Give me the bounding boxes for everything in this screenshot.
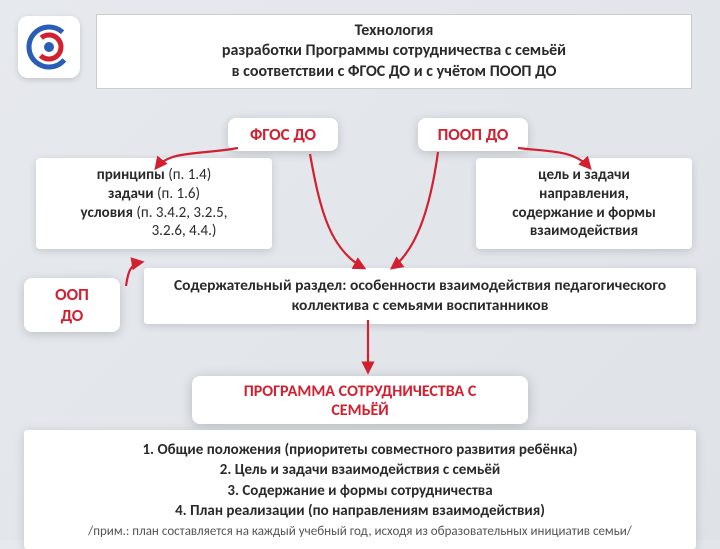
pill-oop: ООП ДО bbox=[24, 278, 120, 332]
card-line: направления, bbox=[488, 185, 680, 204]
logo-tile bbox=[18, 16, 80, 78]
program-line: ПРОГРАММА СОТРУДНИЧЕСТВА С bbox=[214, 382, 506, 401]
arrow-fgos-to-mid bbox=[310, 154, 364, 268]
right-card: цель и задачи направления, содержание и … bbox=[476, 158, 692, 249]
bottom-box: 1. Общие положения (приоритеты совместно… bbox=[24, 430, 696, 549]
title-line: Технология bbox=[107, 21, 681, 41]
bottom-line: 4. План реализации (по направлениям взаи… bbox=[38, 501, 682, 521]
card-line: принципы (п. 1.4) bbox=[48, 166, 260, 185]
arrow-oop-to-mid bbox=[126, 262, 142, 286]
title-box: Технология разработки Программы сотрудни… bbox=[96, 14, 692, 89]
mid-content-box: Содержательный раздел: особенности взаим… bbox=[144, 268, 696, 324]
card-line: задачи (п. 1.6) bbox=[48, 185, 260, 204]
card-line: содержание и формы bbox=[488, 204, 680, 223]
title-line: разработки Программы сотрудничества с се… bbox=[107, 41, 681, 61]
card-line: 3.2.6, 4.4.) bbox=[48, 222, 260, 241]
arrow-poop-to-mid bbox=[392, 152, 438, 268]
bottom-line: 3. Содержание и формы сотрудничества bbox=[38, 481, 682, 501]
bottom-line: 2. Цель и задачи взаимодействия с семьёй bbox=[38, 460, 682, 480]
card-line: взаимодействия bbox=[488, 222, 680, 241]
bottom-note: /прим.: план составляется на каждый учеб… bbox=[38, 523, 682, 541]
program-pill: ПРОГРАММА СОТРУДНИЧЕСТВА С СЕМЬЁЙ bbox=[192, 376, 528, 424]
program-line: СЕМЬЁЙ bbox=[214, 401, 506, 420]
card-line: условия (п. 3.4.2, 3.2.5, bbox=[48, 204, 260, 223]
bottom-line: 1. Общие положения (приоритеты совместно… bbox=[38, 440, 682, 460]
pill-fgos: ФГОС ДО bbox=[228, 118, 338, 151]
card-line: цель и задачи bbox=[488, 166, 680, 185]
title-line: в соответствии с ФГОС ДО и с учётом ПООП… bbox=[107, 62, 681, 82]
spiral-c-logo-icon bbox=[24, 22, 74, 72]
pill-poop: ПООП ДО bbox=[418, 118, 528, 151]
left-card: принципы (п. 1.4) задачи (п. 1.6) услови… bbox=[36, 158, 272, 249]
